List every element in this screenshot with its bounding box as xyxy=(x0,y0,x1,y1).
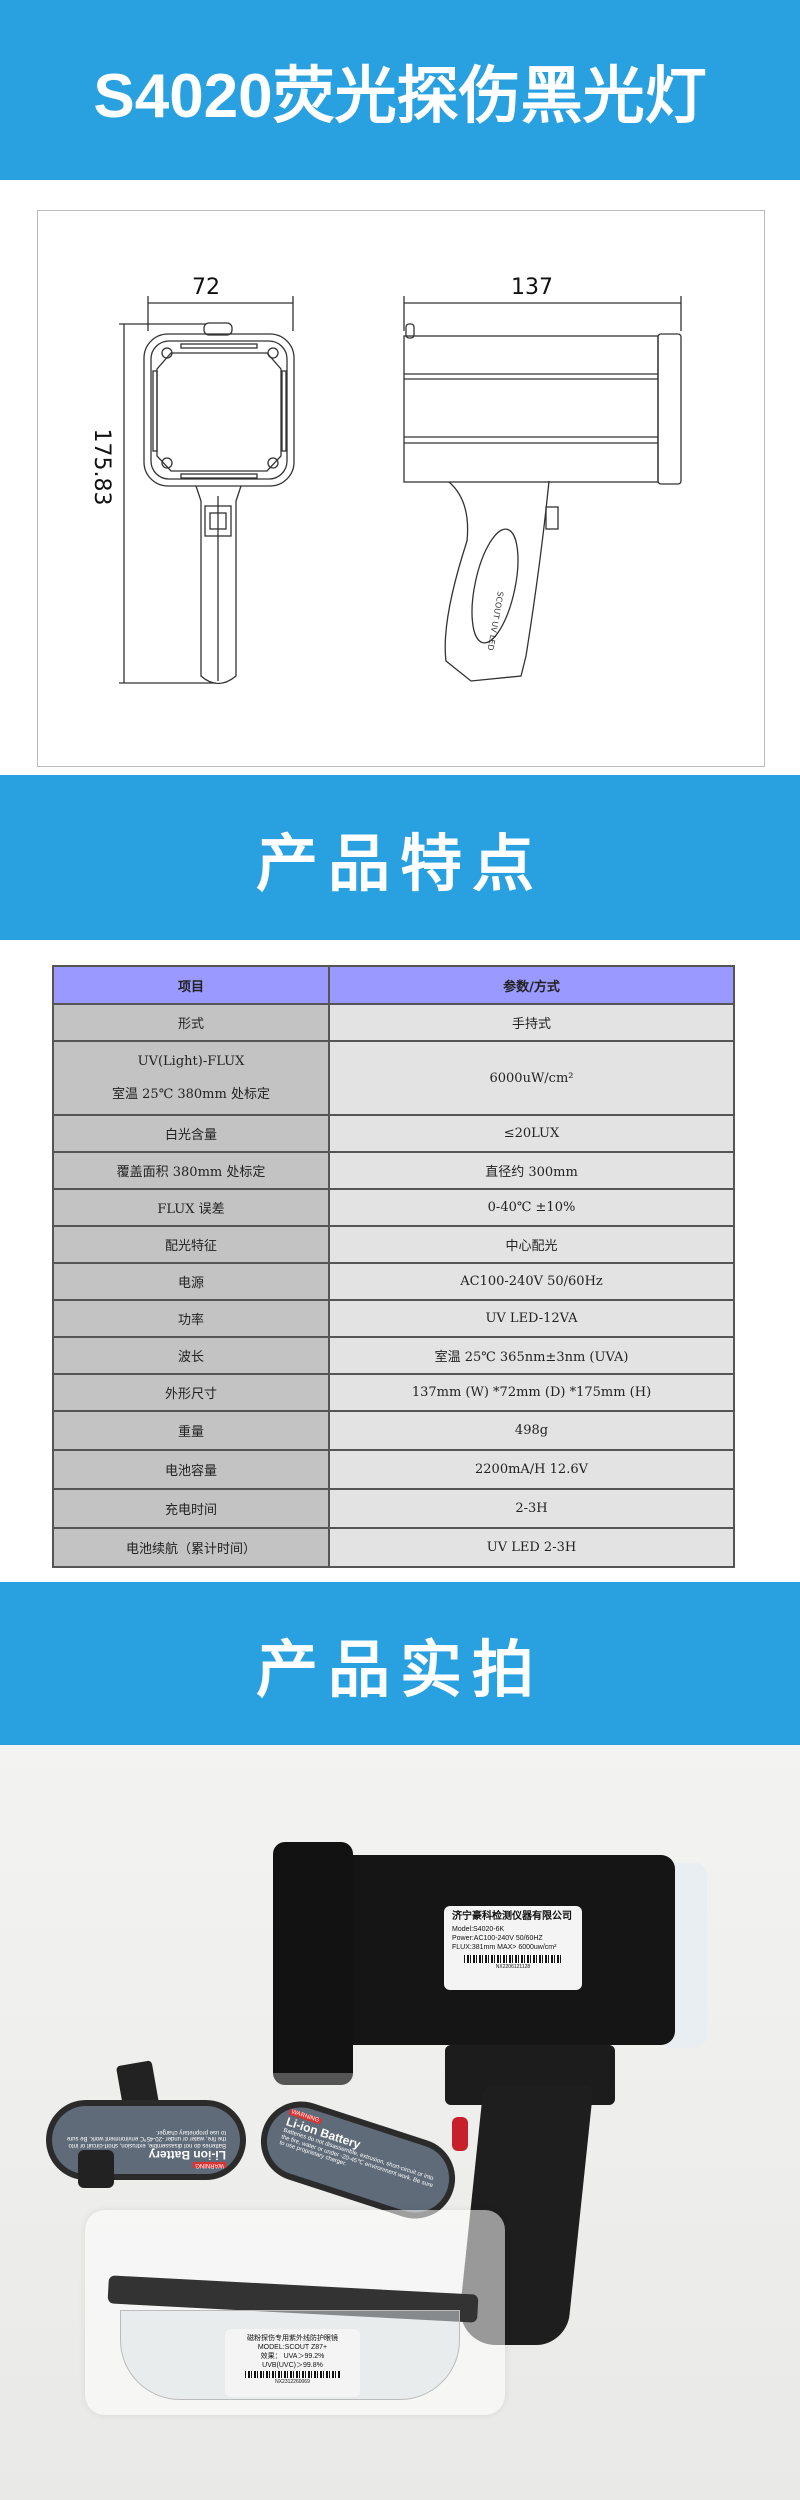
serial-text: NX2206121128 xyxy=(495,1964,531,1970)
spec-table: 项目 参数/方式 形式 手持式 UV(Light)-FLUX 室温 25℃ 380mm… xyxy=(52,965,735,1568)
features-title: 产品特点 xyxy=(255,826,544,900)
row-key-line1: UV(Light)-FLUX xyxy=(137,1054,245,1069)
goggles-uva: 效果： UVA＞99.2% xyxy=(260,2353,325,2360)
table-row: 电池容量 2200mA/H 12.6V xyxy=(52,1449,735,1490)
trigger-button xyxy=(452,2117,468,2151)
page-title: S4020荧光探伤黑光灯 xyxy=(93,62,707,131)
row-key: 配光特征 xyxy=(52,1225,330,1264)
barcode xyxy=(244,2371,341,2378)
battery-text: Batteries do not disassemble, extrusion,… xyxy=(66,2129,226,2148)
lamp-label: 济宁豪科检测仪器有限公司 Model:S4020-6K Power:AC100-… xyxy=(444,1906,582,1990)
row-value: 室温 25℃ 365nm±3nm (UVA) xyxy=(328,1336,735,1375)
photo-title: 产品实拍 xyxy=(255,1632,544,1706)
row-value: UV LED-12VA xyxy=(328,1299,735,1338)
battery-left: WARNING Li-ion Battery Batteries do not di… xyxy=(46,2100,246,2180)
row-value: ≤20LUX xyxy=(328,1114,735,1153)
row-key: FLUX 误差 xyxy=(52,1188,330,1227)
flux-text: FLUX:381mm MAX> 6000uw/cm² xyxy=(452,1944,557,1951)
row-value: 137mm (W) *72mm (D) *175mm (H) xyxy=(328,1373,735,1412)
header-value: 参数/方式 xyxy=(328,965,735,1005)
table-row: 外形尺寸 137mm (W) *72mm (D) *175mm (H) xyxy=(52,1373,735,1412)
table-row: 覆盖面积 380mm 处标定 直径约 300mm xyxy=(52,1151,735,1190)
front-view xyxy=(119,296,295,685)
goggles-model: MODEL:SCOUT Z87+ xyxy=(257,2344,328,2351)
goggles-title: 磁粉探伤专用紫外线防护眼镜 xyxy=(247,2335,338,2342)
warning-tag: WARNING xyxy=(193,2162,226,2168)
row-key: 电池容量 xyxy=(52,1449,330,1490)
svg-text:SCOUT UV LED: SCOUT UV LED xyxy=(486,591,505,651)
table-row: 功率 UV LED-12VA xyxy=(52,1299,735,1338)
row-key: 充电时间 xyxy=(52,1488,330,1529)
row-key-line2: 室温 25℃ 380mm 处标定 xyxy=(112,1087,270,1102)
row-key: UV(Light)-FLUX 室温 25℃ 380mm 处标定 xyxy=(52,1040,330,1116)
side-width-label: 137 xyxy=(511,275,553,300)
row-key: 功率 xyxy=(52,1299,330,1338)
table-row: 形式 手持式 xyxy=(52,1003,735,1042)
table-row: 白光含量 ≤20LUX xyxy=(52,1114,735,1153)
header-item: 项目 xyxy=(52,965,330,1005)
front-width-label: 72 xyxy=(192,275,220,300)
barcode xyxy=(464,1955,562,1963)
height-label: 175.83 xyxy=(89,429,114,506)
product-photo: 济宁豪科检测仪器有限公司 Model:S4020-6K Power:AC100-… xyxy=(0,1745,800,2500)
lamp-rear-cap xyxy=(273,1842,353,2085)
battery-port-icon xyxy=(78,2150,114,2188)
row-key: 形式 xyxy=(52,1003,330,1042)
battery-right: WARNING Li-ion Battery Batteries do not di… xyxy=(250,2091,466,2229)
goggles-serial: NX2312260069 xyxy=(275,2379,310,2385)
row-key: 波长 xyxy=(52,1336,330,1375)
table-row: UV(Light)-FLUX 室温 25℃ 380mm 处标定 6000uW/cm² xyxy=(52,1040,735,1116)
table-row: 波长 室温 25℃ 365nm±3nm (UVA) xyxy=(52,1336,735,1375)
table-row: 电池续航（累计时间） UV LED 2-3H xyxy=(52,1527,735,1568)
photo-banner: 产品实拍 xyxy=(0,1582,800,1745)
dimension-drawing: SCOUT UV LED 72 137 175.83 xyxy=(37,210,765,767)
row-value: AC100-240V 50/60Hz xyxy=(328,1262,735,1301)
table-row: 重量 498g xyxy=(52,1410,735,1451)
table-row: FLUX 误差 0-40℃ ±10% xyxy=(52,1188,735,1227)
side-view: SCOUT UV LED xyxy=(403,296,682,682)
table-row: 电源 AC100-240V 50/60Hz xyxy=(52,1262,735,1301)
row-value: 手持式 xyxy=(328,1003,735,1042)
row-key: 重量 xyxy=(52,1410,330,1451)
row-value: 498g xyxy=(328,1410,735,1451)
table-row: 充电时间 2-3H xyxy=(52,1488,735,1529)
row-value: 0-40℃ ±10% xyxy=(328,1188,735,1227)
power-text: Power:AC100-240V 50/60HZ xyxy=(452,1935,543,1942)
table-header: 项目 参数/方式 xyxy=(52,965,735,1005)
row-value: 直径约 300mm xyxy=(328,1151,735,1190)
row-value: 2-3H xyxy=(328,1488,735,1529)
model-text: Model:S4020-6K xyxy=(452,1926,505,1933)
row-value: 6000uW/cm² xyxy=(328,1040,735,1116)
table-row: 配光特征 中心配光 xyxy=(52,1225,735,1264)
row-value: 中心配光 xyxy=(328,1225,735,1264)
row-key: 电池续航（累计时间） xyxy=(52,1527,330,1568)
row-key: 电源 xyxy=(52,1262,330,1301)
goggles-label: 磁粉探伤专用紫外线防护眼镜 MODEL:SCOUT Z87+ 效果： UVA＞9… xyxy=(225,2329,360,2397)
row-key: 覆盖面积 380mm 处标定 xyxy=(52,1151,330,1190)
features-banner: 产品特点 xyxy=(0,775,800,940)
goggles-uvb: UVB(UVC)＞99.8% xyxy=(262,2362,323,2369)
row-key: 白光含量 xyxy=(52,1114,330,1153)
title-banner: S4020荧光探伤黑光灯 xyxy=(0,0,800,180)
company-name: 济宁豪科检测仪器有限公司 xyxy=(452,1911,572,1922)
row-value: UV LED 2-3H xyxy=(328,1527,735,1568)
row-value: 2200mA/H 12.6V xyxy=(328,1449,735,1490)
row-key: 外形尺寸 xyxy=(52,1373,330,1412)
